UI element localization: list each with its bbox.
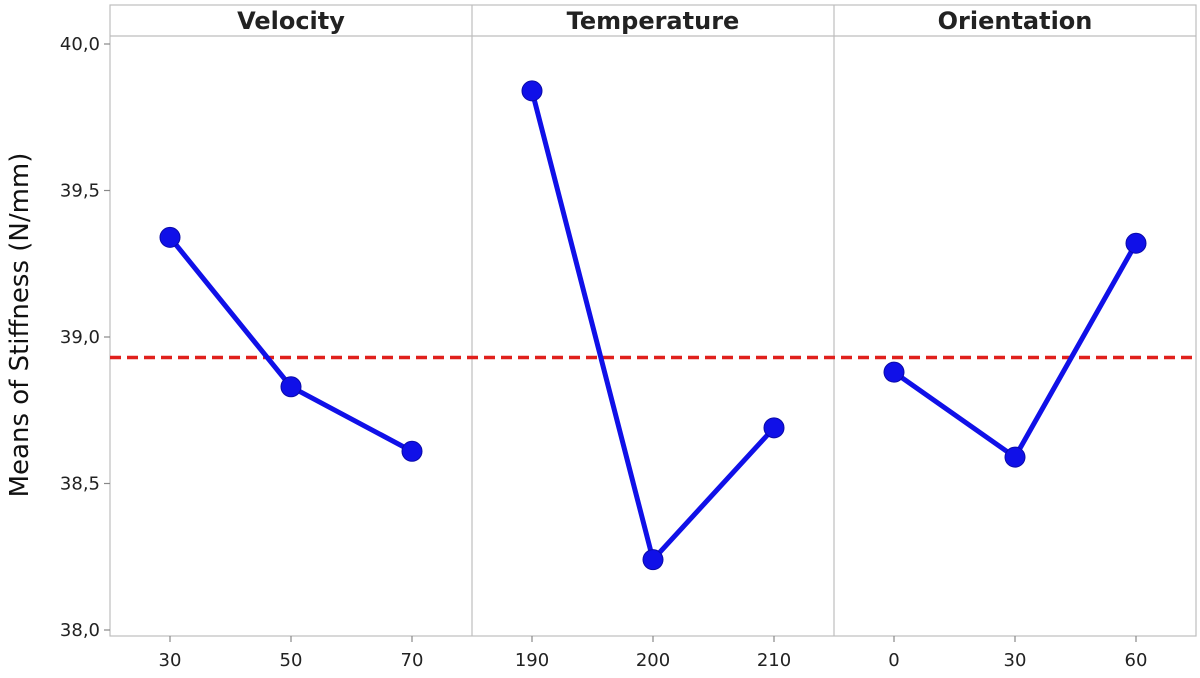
series-line bbox=[891, 240, 1139, 460]
y-tick-label: 39,5 bbox=[60, 181, 100, 202]
x-tick-label: 200 bbox=[636, 650, 670, 671]
panel-title: Orientation bbox=[938, 7, 1093, 35]
panel-title: Velocity bbox=[237, 7, 345, 35]
data-point bbox=[642, 549, 664, 571]
x-tick-label: 30 bbox=[159, 650, 182, 671]
x-tick-label: 190 bbox=[515, 650, 549, 671]
data-point bbox=[280, 376, 302, 398]
x-tick-label: 210 bbox=[757, 650, 791, 671]
series-line bbox=[167, 234, 415, 454]
axes: 38,0 38,5 39,0 39,5 40,0 Velocity 30 50 70 Temper… bbox=[60, 4, 1197, 671]
series-line bbox=[529, 88, 777, 563]
data-point bbox=[159, 226, 181, 248]
data-point bbox=[883, 361, 905, 383]
data-point bbox=[1004, 446, 1026, 468]
data-point bbox=[521, 80, 543, 102]
y-tick-label: 39,0 bbox=[60, 327, 100, 348]
x-tick-label: 50 bbox=[280, 650, 303, 671]
x-tick-label: 70 bbox=[401, 650, 424, 671]
y-tick-label: 38,0 bbox=[60, 620, 100, 641]
panel-title: Temperature bbox=[567, 7, 740, 35]
plot-frame bbox=[109, 4, 1197, 637]
series-group bbox=[159, 80, 1147, 571]
y-axis-label: Means of Stiffness (N/mm) bbox=[5, 153, 35, 498]
y-tick-label: 40,0 bbox=[60, 34, 100, 55]
x-tick-label: 60 bbox=[1125, 650, 1148, 671]
y-tick-label: 38,5 bbox=[60, 474, 100, 495]
data-point bbox=[401, 440, 423, 462]
data-point bbox=[1125, 232, 1147, 254]
x-tick-label: 30 bbox=[1004, 650, 1027, 671]
x-tick-label: 0 bbox=[888, 650, 899, 671]
data-point bbox=[763, 417, 785, 439]
